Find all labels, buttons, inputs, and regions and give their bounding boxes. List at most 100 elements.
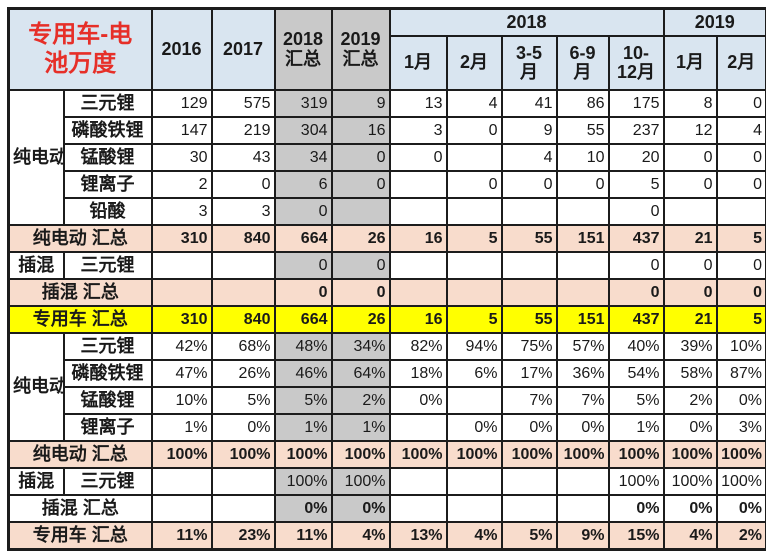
value-cell: 1%	[332, 414, 390, 441]
row-group-label: 纯电动	[9, 90, 64, 225]
value-cell: 0	[664, 171, 717, 198]
value-cell: 0	[609, 279, 664, 306]
value-cell: 13	[390, 90, 447, 117]
value-cell: 26	[332, 306, 390, 333]
value-cell	[212, 468, 275, 495]
row-label: 锰酸锂	[64, 144, 152, 171]
row-label: 三元锂	[64, 468, 152, 495]
sum-header: 2019 汇总	[332, 9, 390, 91]
value-cell: 129	[152, 90, 212, 117]
value-cell	[557, 279, 609, 306]
value-cell	[557, 468, 609, 495]
value-cell: 175	[609, 90, 664, 117]
value-cell: 55	[502, 306, 557, 333]
value-cell: 0%	[390, 387, 447, 414]
value-cell: 0	[332, 144, 390, 171]
value-cell: 100%	[664, 468, 717, 495]
value-cell: 18%	[390, 360, 447, 387]
value-cell: 16	[390, 225, 447, 252]
value-cell: 5%	[275, 387, 332, 414]
value-cell	[390, 171, 447, 198]
month-header: 6-9 月	[557, 36, 609, 90]
value-cell: 55	[502, 225, 557, 252]
value-cell: 41	[502, 90, 557, 117]
value-cell: 100%	[717, 468, 766, 495]
value-cell: 100%	[275, 441, 332, 468]
value-cell	[557, 252, 609, 279]
value-cell: 2	[152, 171, 212, 198]
value-cell	[332, 198, 390, 225]
value-cell: 0	[717, 171, 766, 198]
row-summary-label: 专用车 汇总	[9, 522, 152, 550]
value-cell: 5	[447, 306, 502, 333]
value-cell: 34%	[332, 333, 390, 360]
value-cell	[447, 468, 502, 495]
value-cell	[557, 198, 609, 225]
value-cell: 1%	[152, 414, 212, 441]
value-cell: 48%	[275, 333, 332, 360]
row-group-label: 插混	[9, 468, 64, 495]
value-cell: 147	[152, 117, 212, 144]
value-cell: 0	[664, 252, 717, 279]
value-cell	[152, 468, 212, 495]
year-header: 2017	[212, 9, 275, 91]
value-cell: 58%	[664, 360, 717, 387]
value-cell: 21	[664, 306, 717, 333]
value-cell	[557, 495, 609, 522]
value-cell: 1%	[609, 414, 664, 441]
value-cell: 4%	[664, 522, 717, 550]
value-cell: 310	[152, 225, 212, 252]
value-cell: 10%	[717, 333, 766, 360]
value-cell	[502, 198, 557, 225]
month-header: 10- 12月	[609, 36, 664, 90]
row-summary-label: 纯电动 汇总	[9, 225, 152, 252]
value-cell: 100%	[447, 441, 502, 468]
value-cell: 34	[275, 144, 332, 171]
value-cell: 0	[447, 171, 502, 198]
value-cell: 5	[447, 225, 502, 252]
value-cell: 0	[557, 171, 609, 198]
value-cell: 20	[609, 144, 664, 171]
value-cell: 4	[717, 117, 766, 144]
month-header: 2月	[717, 36, 766, 90]
value-cell: 42%	[152, 333, 212, 360]
row-summary-label: 插混 汇总	[9, 279, 152, 306]
value-cell: 82%	[390, 333, 447, 360]
value-cell: 100%	[502, 441, 557, 468]
month-header: 2月	[447, 36, 502, 90]
value-cell: 5%	[609, 387, 664, 414]
year-group-header: 2018	[390, 9, 664, 37]
value-cell: 0	[502, 171, 557, 198]
value-cell: 3	[212, 198, 275, 225]
value-cell: 0%	[557, 414, 609, 441]
value-cell: 4	[447, 90, 502, 117]
value-cell: 5%	[212, 387, 275, 414]
row-label: 三元锂	[64, 333, 152, 360]
value-cell	[390, 495, 447, 522]
value-cell: 4%	[332, 522, 390, 550]
value-cell: 9%	[557, 522, 609, 550]
value-cell: 100%	[152, 441, 212, 468]
value-cell: 100%	[609, 468, 664, 495]
value-cell: 12	[664, 117, 717, 144]
value-cell: 0%	[447, 414, 502, 441]
value-cell: 57%	[557, 333, 609, 360]
value-cell: 100%	[275, 468, 332, 495]
value-cell: 55	[557, 117, 609, 144]
value-cell: 304	[275, 117, 332, 144]
row-label: 锰酸锂	[64, 387, 152, 414]
value-cell: 87%	[717, 360, 766, 387]
value-cell: 0	[447, 117, 502, 144]
row-label: 三元锂	[64, 252, 152, 279]
value-cell	[447, 279, 502, 306]
value-cell: 664	[275, 225, 332, 252]
value-cell	[502, 468, 557, 495]
value-cell	[502, 252, 557, 279]
value-cell: 100%	[212, 441, 275, 468]
value-cell: 0	[332, 171, 390, 198]
value-cell: 30	[152, 144, 212, 171]
value-cell	[502, 279, 557, 306]
row-label: 锂离子	[64, 171, 152, 198]
